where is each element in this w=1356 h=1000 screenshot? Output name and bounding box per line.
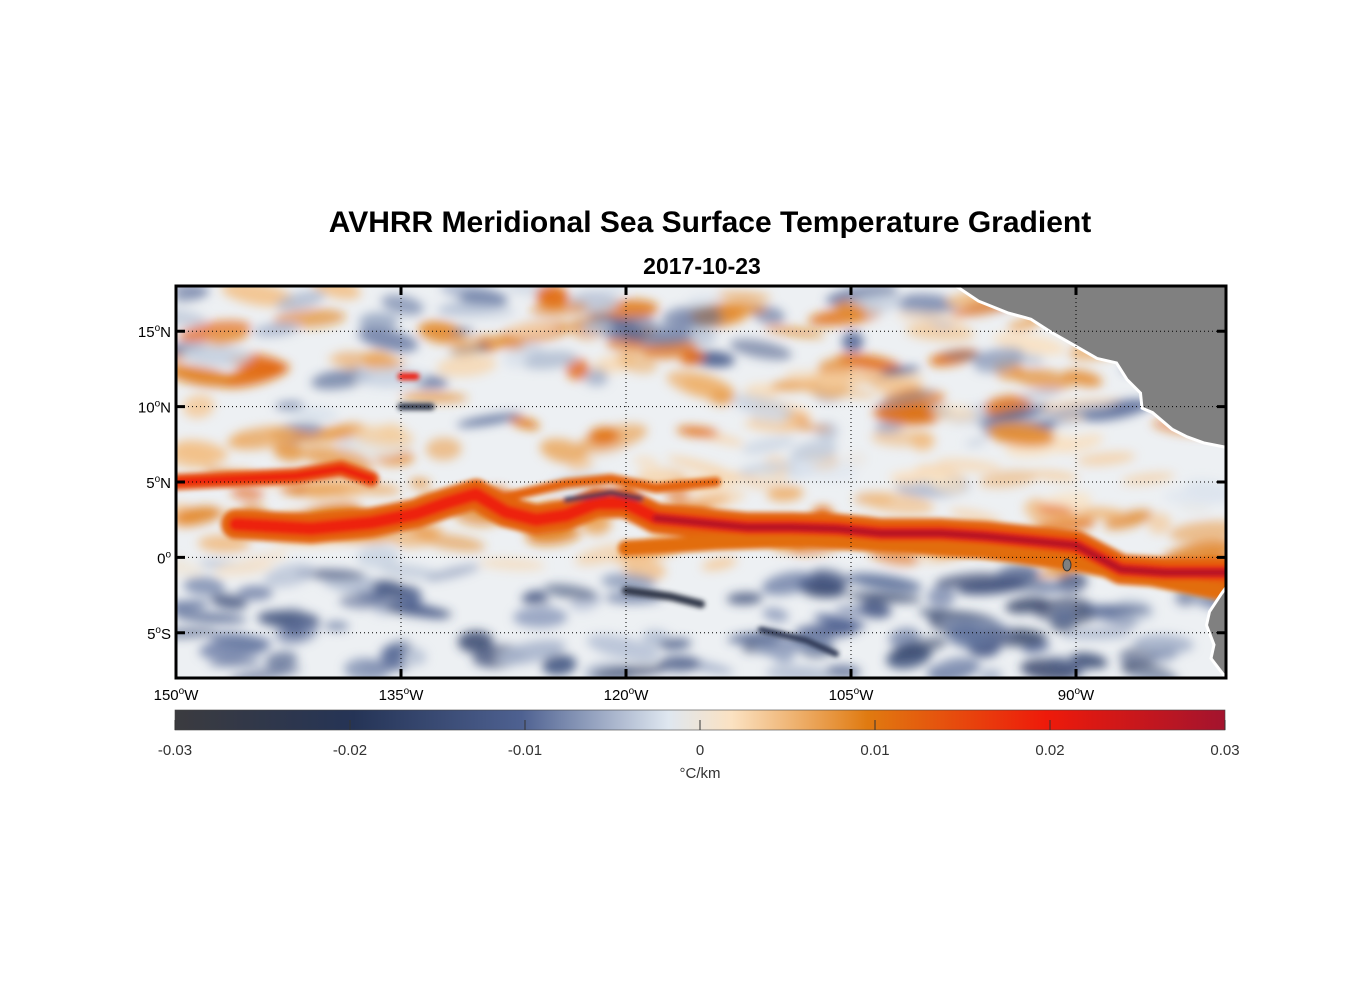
colorbar-tick-label: 0 bbox=[696, 742, 704, 759]
colorbar-tick-label: -0.01 bbox=[508, 742, 542, 759]
colorbar-tick-label: -0.02 bbox=[333, 742, 367, 759]
colorbar-units: °C/km bbox=[680, 765, 721, 782]
y-tick-label: 5oN bbox=[146, 474, 171, 492]
x-tick-label: 150oW bbox=[154, 686, 200, 704]
colorbar-tick-label: 0.03 bbox=[1210, 742, 1239, 759]
y-tick-label: 5oS bbox=[147, 625, 171, 643]
chart-subtitle: 2017-10-23 bbox=[643, 253, 761, 279]
chart-title: AVHRR Meridional Sea Surface Temperature… bbox=[328, 206, 1092, 239]
map-grid bbox=[176, 286, 1226, 678]
x-tick-label: 105oW bbox=[829, 686, 875, 704]
land-mass bbox=[953, 286, 1226, 678]
x-tick-label: 90oW bbox=[1058, 686, 1095, 704]
x-tick-label: 120oW bbox=[604, 686, 650, 704]
colorbar-tick-label: 0.01 bbox=[860, 742, 889, 759]
x-tick-label: 135oW bbox=[379, 686, 425, 704]
colorbar: -0.03 -0.02 -0.01 0 0.01 0.02 0.03 °C/km bbox=[158, 709, 1240, 782]
y-tick-label: 10oN bbox=[138, 399, 171, 417]
gradient-field bbox=[176, 286, 1226, 678]
y-tick-label: 0o bbox=[157, 549, 171, 567]
colorbar-tick-label: -0.03 bbox=[158, 742, 192, 759]
y-tick-label: 15oN bbox=[138, 323, 171, 341]
colorbar-tick-label: 0.02 bbox=[1035, 742, 1064, 759]
